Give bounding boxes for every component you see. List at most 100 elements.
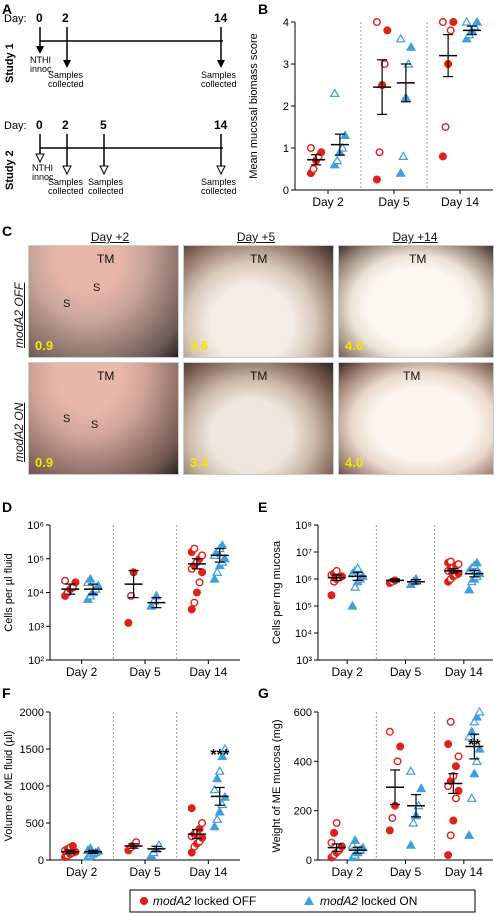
chart-e-on-point-0-7 (352, 562, 363, 572)
chart-b-on-point-1-1 (398, 151, 409, 160)
chart-f-ytick-label-1: 500 (26, 818, 44, 830)
chart-g-on-point-2-8 (471, 711, 482, 721)
chart-d-xlabel-0: Day 2 (66, 665, 98, 679)
s2-arrow-0 (35, 153, 45, 164)
chart-g-ytick-label-2: 400 (294, 756, 312, 768)
s1-arrow-0 (36, 46, 44, 54)
legend: modA2 locked OFF modA2 locked ON (129, 889, 476, 913)
chart-b-on-point-1-5 (395, 33, 406, 43)
chart-b-off-point-2-3 (446, 26, 455, 35)
chart-d-off-point-2-3 (195, 578, 204, 587)
chart-e-on-point-2-8 (471, 557, 482, 567)
panel-a-timeline: A Day: 0 2 14 NTHI innoc. Samples collec… (2, 1, 237, 196)
chart-b-ytick-label-3: 3 (283, 59, 289, 71)
chart-b-ytick-label-0: 0 (283, 185, 289, 197)
chart-b-off-point-0-1 (309, 164, 318, 173)
chart-d-ytick-label-4: 10⁶ (27, 520, 44, 532)
photo-off-day14-tm: TM (409, 252, 427, 266)
charts-layer: 0 1 2 3 4 Mean mucosal biomass score Day 2 Day … (3, 16, 493, 879)
chart-e-ytick-label-0: 10³ (296, 655, 312, 667)
chart-d-ytick-label-0: 10² (28, 655, 44, 667)
chart-g-on-point-0-5 (347, 839, 358, 849)
photo-off-day5-tm: TM (250, 252, 268, 266)
chart-g-off-point-0-7 (332, 819, 341, 828)
chart-g-xlabel-1: Day 5 (390, 865, 422, 879)
chart-d-xlabel-1: Day 5 (129, 665, 161, 679)
chart-d-off-point-2-0 (187, 605, 196, 614)
s2-day-2: 2 (62, 118, 69, 132)
legend-off-italic: modA2 (153, 894, 191, 908)
chart-b-xlabel-2: Day 14 (441, 195, 479, 209)
chart-g-off-point-0-6 (330, 828, 339, 837)
legend-on-italic: modA2 (320, 894, 358, 908)
chart-d-on-point-0-6 (85, 573, 96, 583)
chart-g-off-point-1-3 (393, 757, 402, 766)
photo-on-day5-tm: TM (250, 369, 268, 383)
chart-f-ytick-label-4: 2000 (20, 707, 44, 719)
chart-e-ytick-label-2: 10⁵ (295, 601, 312, 613)
chart-g-off-point-1-4 (396, 742, 405, 751)
s2-samples-14a: Samples (201, 177, 237, 187)
chart-e-ytick-label-1: 10⁴ (295, 628, 312, 640)
s1-innoc-1: NTHI (30, 55, 51, 65)
chart-f-ytick-label-2: 1000 (20, 781, 44, 793)
legend-off-text: modA2 locked OFF (153, 894, 256, 908)
day-label-1: Day: (4, 13, 27, 25)
chart-f-on-point-2-6 (212, 773, 223, 783)
chart-d-ytick-label-1: 10³ (28, 621, 44, 633)
chart-g-ytick-label-0: 0 (306, 855, 312, 867)
chart-f-off-point-2-10 (187, 804, 196, 813)
s1-samples-1a: Samples (48, 70, 84, 80)
photo-off-day14-score: 4.0 (345, 338, 364, 353)
chart-b-off-point-1-0 (372, 175, 381, 184)
s1-day-0: 0 (36, 11, 43, 25)
chart-g-xlabel-0: Day 2 (331, 865, 363, 879)
chart-f-on-point-2-0 (209, 821, 220, 831)
chart-g-on-point-2-1 (466, 793, 477, 802)
chart-g-off-point-2-4 (454, 786, 463, 795)
s2-arrow-5 (99, 165, 109, 176)
s2-samples-14b: collected (201, 186, 237, 196)
photo-off-day5: TM 3.6 (183, 245, 334, 358)
chart-g-on-point-2-4 (474, 743, 485, 753)
chart-d-off-point-1-0 (124, 618, 133, 627)
chart-g-ytick-label-3: 600 (294, 707, 312, 719)
chart-g-off-point-2-2 (449, 816, 458, 825)
chart-g-on-point-1-0 (405, 839, 416, 849)
chart-g-off-point-2-10 (444, 740, 453, 749)
chart-e-on-point-0-0 (347, 600, 358, 610)
s2-samples-5a: Samples (88, 177, 124, 187)
chart-f-on-point-2-7 (214, 765, 225, 775)
s2-innoc-1: NTHI (32, 163, 53, 173)
chart-d-ytick-label-2: 10⁴ (27, 588, 44, 600)
photo-off-day5-score: 3.6 (190, 338, 209, 353)
chart-f-ylabel: Volume of ME fluid (µl) (3, 731, 15, 842)
chart-g-off-point-2-9 (454, 752, 463, 761)
chart-g-off-point-1-1 (388, 814, 397, 823)
chart-b-ytick-label-2: 2 (283, 101, 289, 113)
s2-samples-5b: collected (88, 186, 124, 196)
panel-label-f: F (2, 685, 11, 701)
s1-samples-14b: collected (201, 79, 237, 89)
chart-g-on-point-1-1 (408, 817, 419, 827)
chart-b-on-point-1-4 (406, 41, 417, 51)
chart-g-off-point-2-0 (444, 851, 453, 860)
panel-label-d: D (2, 499, 12, 515)
s2-samples-2a: Samples (48, 177, 84, 187)
chart-g-on-point-2-0 (464, 830, 475, 839)
chart-b-off-point-1-1 (375, 148, 384, 157)
chart-f-ytick-label-0: 0 (38, 855, 44, 867)
photo-on-day2-tm: TM (97, 369, 115, 383)
panel-label-b: B (258, 1, 268, 17)
chart-g-ylabel: Weight of ME mucosa (mg) (271, 719, 283, 852)
photo-off-day2-tm: TM (97, 252, 115, 266)
chart-b-on-point-0-4 (340, 130, 351, 139)
photo-row-on-text: modA2 ON (12, 402, 26, 462)
chart-f-on-point-2-2 (214, 806, 225, 816)
legend-off-rest: locked OFF (191, 894, 256, 908)
chart-b-off-point-2-5 (438, 18, 447, 27)
chart-e-on-point-0-1 (350, 581, 361, 591)
chart-f-off-point-0-8 (68, 841, 77, 850)
chart-d-off-point-0-4 (71, 578, 80, 587)
